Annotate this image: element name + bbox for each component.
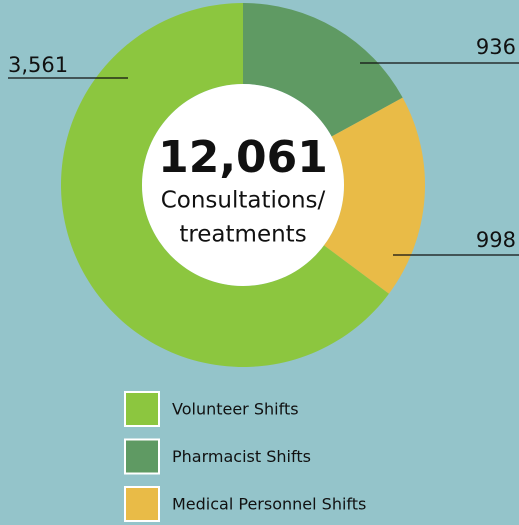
center-text: Consultations/ xyxy=(161,188,326,214)
donut-segment xyxy=(243,3,403,137)
value-label: 998 xyxy=(476,228,516,252)
legend-label: Medical Personnel Shifts xyxy=(172,495,366,514)
legend-swatch xyxy=(124,391,160,427)
donut-segment xyxy=(323,97,425,294)
value-label: 936 xyxy=(476,35,516,59)
donut-segment xyxy=(60,3,389,367)
donut-hole xyxy=(142,84,344,286)
center-value: 12,061 xyxy=(158,132,328,183)
legend-swatch xyxy=(124,438,160,475)
value-label: 3,561 xyxy=(8,53,68,77)
legend-label: Volunteer Shifts xyxy=(172,400,299,419)
center-text: treatments xyxy=(179,222,306,248)
legend-swatch xyxy=(124,486,160,522)
legend-label: Pharmacist Shifts xyxy=(172,447,311,466)
